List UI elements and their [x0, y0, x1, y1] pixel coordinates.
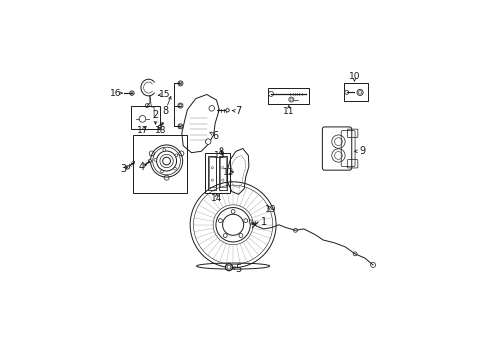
- Text: 7: 7: [236, 106, 242, 116]
- Circle shape: [158, 126, 161, 128]
- Bar: [208, 156, 217, 190]
- Circle shape: [269, 91, 273, 96]
- Circle shape: [345, 90, 349, 94]
- Circle shape: [126, 166, 129, 169]
- Bar: [209, 157, 216, 187]
- Circle shape: [178, 103, 183, 108]
- Circle shape: [223, 234, 227, 238]
- Bar: [219, 156, 227, 190]
- Circle shape: [357, 89, 363, 95]
- Bar: [344, 84, 368, 102]
- Circle shape: [222, 179, 224, 181]
- Circle shape: [239, 234, 243, 238]
- Circle shape: [173, 167, 176, 170]
- Circle shape: [211, 167, 214, 169]
- Circle shape: [289, 97, 294, 102]
- Text: 18: 18: [155, 126, 167, 135]
- Text: 16: 16: [110, 89, 121, 98]
- Bar: [131, 107, 161, 129]
- Circle shape: [370, 262, 376, 267]
- Circle shape: [222, 167, 224, 169]
- Circle shape: [219, 219, 222, 222]
- Text: 4: 4: [139, 162, 145, 172]
- Circle shape: [163, 149, 166, 151]
- Bar: [268, 87, 309, 104]
- Circle shape: [244, 219, 248, 222]
- Circle shape: [209, 105, 215, 111]
- Circle shape: [226, 109, 229, 112]
- Text: 10: 10: [349, 72, 360, 81]
- Circle shape: [175, 154, 178, 157]
- Circle shape: [161, 170, 163, 173]
- Text: 5: 5: [235, 264, 241, 274]
- Circle shape: [220, 148, 223, 150]
- Text: 15: 15: [159, 90, 171, 99]
- Circle shape: [353, 252, 357, 256]
- Bar: [220, 157, 226, 187]
- Circle shape: [178, 124, 183, 129]
- Text: 14: 14: [211, 194, 222, 203]
- Circle shape: [211, 179, 214, 181]
- Text: 3: 3: [120, 164, 126, 174]
- Text: 17: 17: [137, 126, 148, 135]
- Text: 12: 12: [223, 168, 234, 177]
- Circle shape: [225, 264, 233, 271]
- Text: 13: 13: [214, 151, 225, 160]
- Circle shape: [145, 104, 149, 108]
- Circle shape: [294, 228, 297, 232]
- Text: 2: 2: [152, 110, 159, 120]
- Text: 1: 1: [261, 217, 267, 227]
- Text: 9: 9: [359, 146, 365, 156]
- Circle shape: [231, 210, 235, 213]
- Text: 11: 11: [283, 107, 294, 116]
- Circle shape: [178, 81, 183, 86]
- Bar: [133, 135, 187, 193]
- Bar: [205, 153, 230, 193]
- Circle shape: [148, 159, 151, 163]
- Text: 19: 19: [265, 205, 276, 214]
- Circle shape: [205, 139, 211, 144]
- Circle shape: [154, 158, 157, 161]
- Text: 6: 6: [212, 131, 218, 141]
- Text: 8: 8: [162, 106, 168, 116]
- Circle shape: [139, 116, 146, 122]
- Circle shape: [249, 220, 253, 224]
- Circle shape: [130, 91, 134, 95]
